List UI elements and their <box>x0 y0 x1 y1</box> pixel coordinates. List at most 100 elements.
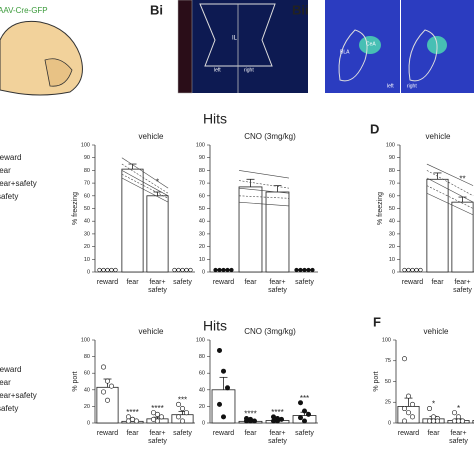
region-label: CeA <box>366 41 376 47</box>
y-tick-label: 100 <box>81 142 90 148</box>
x-tick-label: reward <box>213 430 235 437</box>
chart-subtitle: CNO (3mg/kg) <box>244 327 296 336</box>
data-point <box>301 418 307 424</box>
significance: *** <box>300 394 309 403</box>
y-tick-label: 60 <box>84 193 90 199</box>
y-axis-label: % freezing <box>377 192 384 225</box>
data-point <box>301 408 307 414</box>
data-point <box>176 401 182 407</box>
data-point <box>409 414 415 420</box>
data-point <box>109 383 115 389</box>
bla-outline <box>338 29 368 82</box>
subject-line <box>239 195 289 199</box>
y-tick-label: 20 <box>84 244 90 250</box>
data-point <box>310 267 315 273</box>
side-label: left <box>214 67 221 73</box>
cerebellum <box>44 58 73 87</box>
y-axis-label: % port <box>373 371 380 391</box>
bar <box>238 186 263 273</box>
y-tick-label: 75 <box>385 358 391 364</box>
y-tick-label: 40 <box>199 219 205 225</box>
y-tick-label: 50 <box>389 206 395 212</box>
y-tick-label: 100 <box>382 337 391 343</box>
subject-line <box>239 201 289 207</box>
data-point <box>130 416 136 422</box>
data-point <box>297 415 303 421</box>
x-tick-label: reward <box>213 279 235 286</box>
data-point <box>184 410 190 416</box>
y-tick-label: 60 <box>389 193 395 199</box>
data-point <box>176 267 181 273</box>
data-point <box>180 418 186 424</box>
x-tick-label: reward <box>398 430 420 437</box>
data-point <box>297 400 303 406</box>
region-label: IL <box>232 36 238 42</box>
aav-label: AAV-Cre-GFP <box>0 6 48 15</box>
bla-outline <box>408 29 438 82</box>
y-tick-label: 10 <box>199 257 205 263</box>
data-point <box>302 267 307 273</box>
chart-subtitle: vehicle <box>139 327 164 336</box>
panel-label: Bii <box>292 2 309 17</box>
data-point <box>176 414 182 420</box>
region-label: BLA <box>340 49 350 55</box>
y-tick-label: 60 <box>199 371 205 377</box>
data-point <box>155 411 161 417</box>
data-point <box>188 267 193 273</box>
subject-line <box>121 157 169 189</box>
x-tick-label: reward <box>97 279 119 286</box>
data-point <box>105 378 111 384</box>
significance: **** <box>271 408 283 417</box>
side-label: left <box>387 83 394 89</box>
y-tick-label: 20 <box>199 404 205 410</box>
x-tick-label: safety <box>295 430 314 437</box>
y-tick-label: 20 <box>389 244 395 250</box>
x-tick-label: fear <box>126 430 139 437</box>
y-tick-label: 70 <box>199 181 205 187</box>
y-tick-label: 70 <box>389 181 395 187</box>
chart-subtitle: vehicle <box>139 132 164 141</box>
data-point <box>113 267 118 273</box>
y-tick-label: 60 <box>84 371 90 377</box>
side-label: right <box>407 83 417 89</box>
data-point <box>401 406 407 412</box>
data-point <box>101 389 107 395</box>
bar <box>265 191 290 273</box>
section-title: Hits <box>203 318 227 334</box>
bar <box>146 195 169 273</box>
bar <box>451 201 474 273</box>
y-tick-label: 25 <box>385 400 391 406</box>
subject-line <box>238 180 290 189</box>
x-tick-label: fear+ safety <box>449 430 468 445</box>
significance: * <box>457 404 460 413</box>
panel-label: Bi <box>150 2 163 17</box>
y-tick-label: 0 <box>392 269 395 275</box>
y-tick-label: 80 <box>199 168 205 174</box>
data-point <box>221 267 226 273</box>
y-tick-label: 30 <box>84 231 90 237</box>
data-point <box>418 267 423 273</box>
data-point <box>414 267 419 273</box>
panel-label: F <box>373 314 381 329</box>
x-tick-label: fear <box>244 279 257 286</box>
data-point <box>225 385 231 391</box>
x-tick-label: fear+ safety <box>148 279 167 294</box>
y-tick-label: 90 <box>199 155 205 161</box>
data-point <box>306 267 311 273</box>
data-point <box>155 418 161 424</box>
data-point <box>305 411 311 417</box>
bar <box>472 420 474 424</box>
y-tick-label: 90 <box>84 155 90 161</box>
data-point <box>409 401 415 407</box>
data-point <box>229 267 234 273</box>
y-tick-label: 80 <box>84 168 90 174</box>
x-tick-label: safety <box>295 279 314 286</box>
subject-line <box>121 177 169 203</box>
data-point <box>101 364 107 370</box>
data-point <box>184 267 189 273</box>
side-label: right <box>244 67 254 73</box>
y-tick-label: 0 <box>202 420 205 426</box>
subject-line <box>121 170 169 197</box>
data-point <box>401 418 407 424</box>
x-tick-label: safety <box>173 430 192 437</box>
